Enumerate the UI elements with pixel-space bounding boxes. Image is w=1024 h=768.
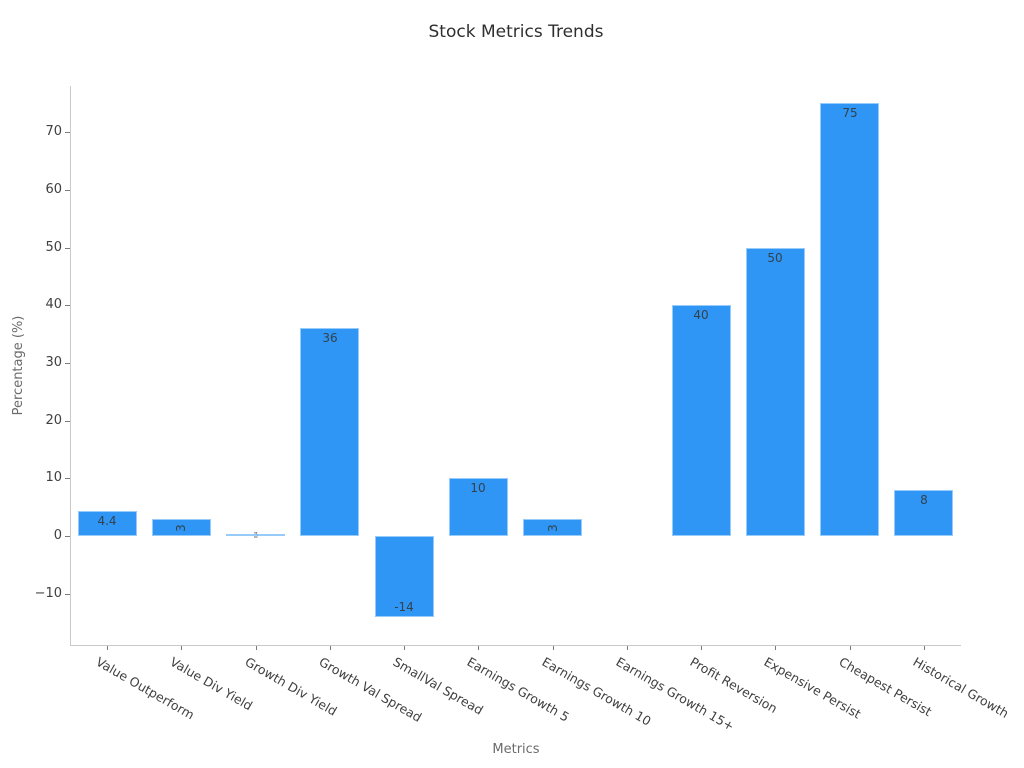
bar-value-div-yield [152, 519, 211, 536]
x-tick [330, 646, 331, 650]
bar-growth-val-spread [300, 328, 359, 536]
bar-value-label: 3 [546, 524, 560, 532]
bar-cheapest-persist [820, 103, 879, 536]
x-tick [775, 646, 776, 650]
y-tick-label: 40 [45, 297, 62, 312]
y-tick-label: 70 [45, 124, 62, 139]
bar-value-label: 3 [174, 524, 188, 532]
y-tick [65, 536, 70, 537]
y-tick-label: 10 [45, 470, 62, 485]
y-tick [65, 248, 70, 249]
bar-value-label: 36 [322, 331, 338, 345]
x-tick [924, 646, 925, 650]
bar-value-label: 0.4 [253, 531, 259, 539]
x-axis-label: Metrics [492, 742, 540, 757]
bar-value-outperform [78, 511, 137, 536]
x-tick [107, 646, 108, 650]
y-tick [65, 363, 70, 364]
bar-value-label: 75 [842, 106, 858, 120]
bar-growth-div-yield [226, 534, 285, 536]
chart-title: Stock Metrics Trends [428, 22, 604, 42]
x-tick [553, 646, 554, 650]
x-tick [478, 646, 479, 650]
y-tick-label: 0 [53, 528, 62, 543]
bar-value-label: -14 [394, 600, 414, 614]
x-tick [701, 646, 702, 650]
x-tick [627, 646, 628, 650]
bar-value-label: 10 [470, 481, 486, 495]
y-tick [65, 305, 70, 306]
x-tick [181, 646, 182, 650]
bar-value-label: 40 [693, 308, 709, 322]
y-tick [65, 478, 70, 479]
x-tick [404, 646, 405, 650]
y-tick [65, 132, 70, 133]
bar-profit-reversion [672, 305, 731, 536]
y-tick [65, 594, 70, 595]
y-tick [65, 421, 70, 422]
category-label: Earnings Growth 15+ [613, 654, 737, 734]
y-tick-label: 20 [45, 413, 62, 428]
x-tick [850, 646, 851, 650]
bar-earnings-growth-5 [449, 478, 508, 536]
bar-value-label: 4.4 [97, 514, 117, 528]
x-axis-spine [70, 645, 961, 646]
bar-expensive-persist [746, 248, 805, 536]
bar-earnings-growth-10 [523, 519, 582, 536]
bar-value-label: 8 [920, 493, 928, 507]
bar-smallval-spread [375, 536, 434, 617]
bar-value-label: 50 [767, 251, 783, 265]
y-tick [65, 190, 70, 191]
y-axis-spine [70, 86, 71, 645]
x-tick [256, 646, 257, 650]
y-tick-label: 60 [45, 182, 62, 197]
bar-historical-growth [894, 490, 953, 536]
y-tick-label: 30 [45, 355, 62, 370]
y-tick-label: 50 [45, 240, 62, 255]
y-tick-label: −10 [34, 586, 62, 601]
